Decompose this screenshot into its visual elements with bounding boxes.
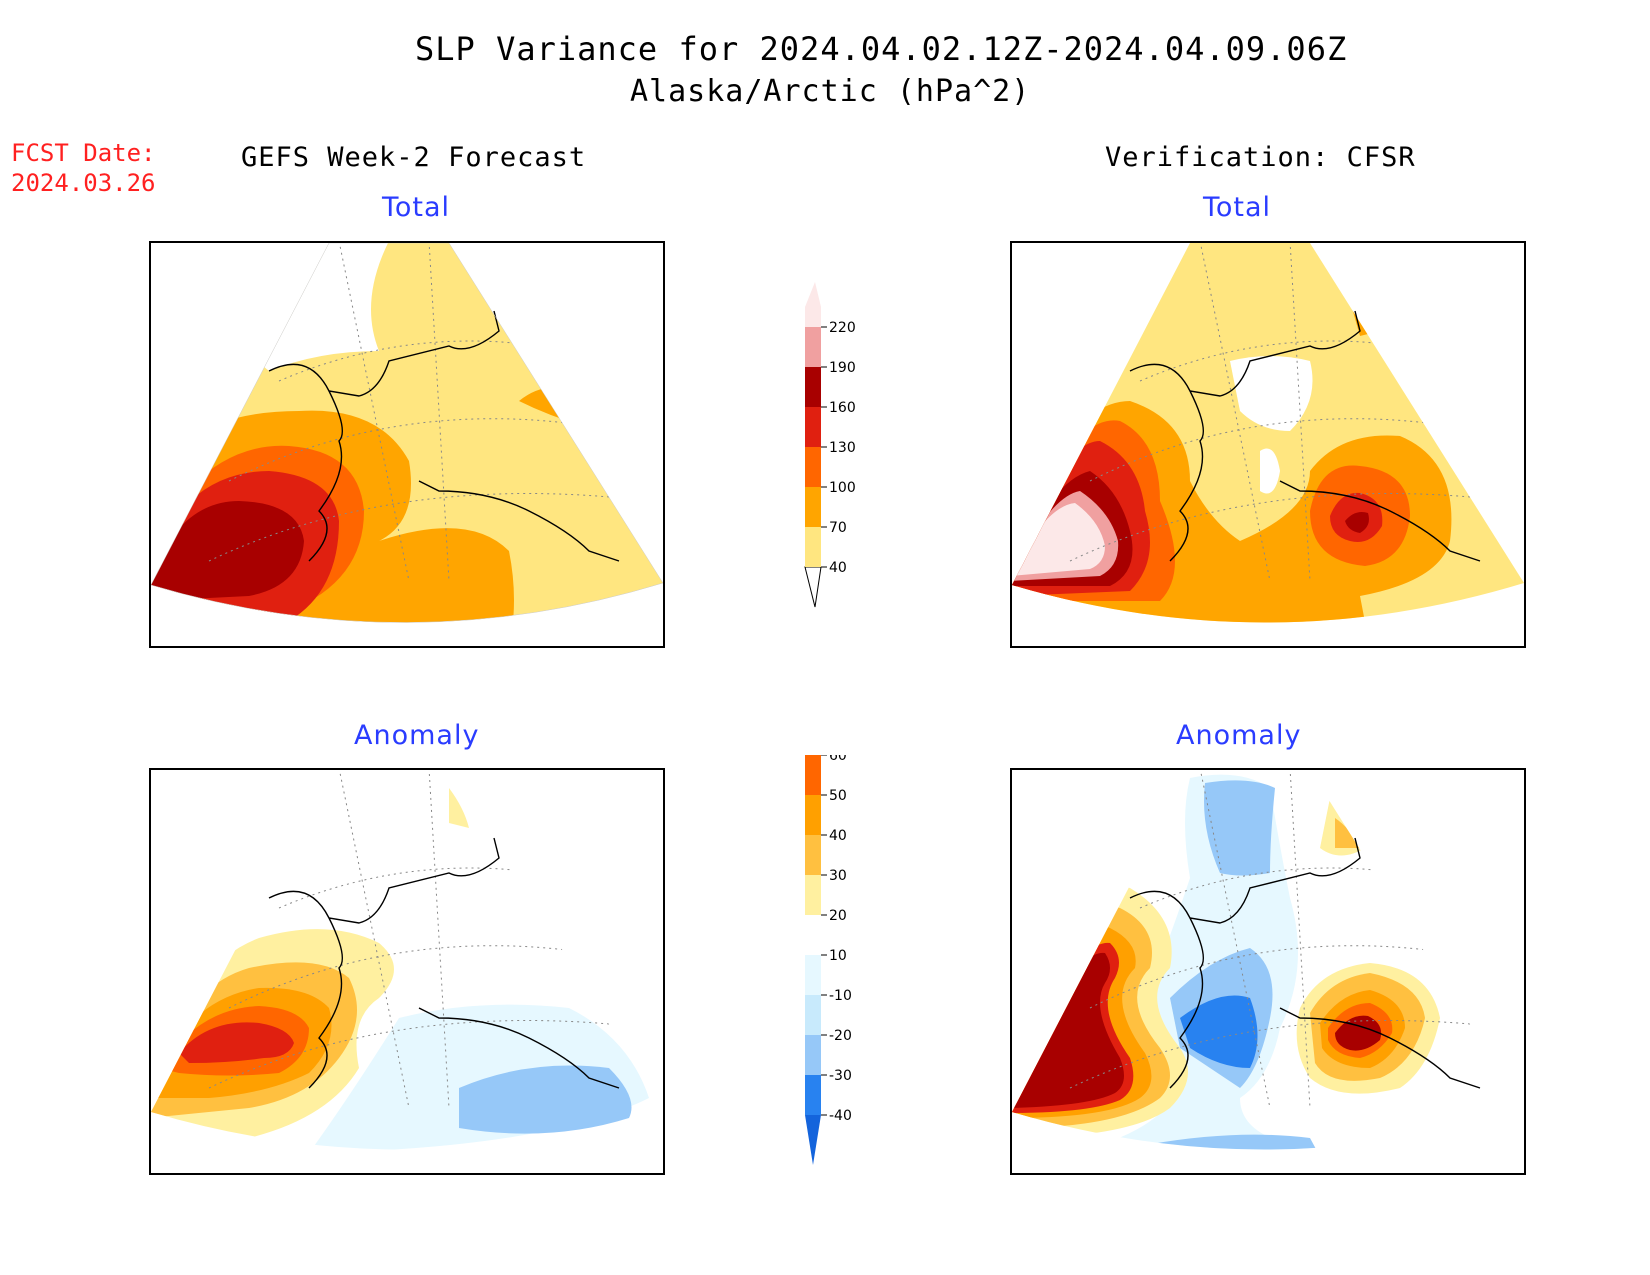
anomaly-colorbar-label: -40 [829, 1108, 852, 1124]
fcst-date-value: 2024.03.26 [11, 169, 156, 197]
anomaly-colorbar-bin [805, 795, 821, 835]
verification-anomaly-map [1010, 768, 1526, 1175]
anomaly-colorbar-label: -30 [829, 1068, 852, 1084]
anomaly-colorbar-label: 40 [829, 828, 847, 844]
anomaly-colorbar-label: 30 [829, 868, 847, 884]
verification-anomaly-title: Anomaly [1176, 720, 1302, 751]
total-colorbar-bin [805, 407, 821, 447]
anomaly-colorbar-label: -10 [829, 988, 852, 1004]
total-colorbar-bin [805, 527, 821, 567]
total-colorbar: 40 70 100 130 160 190 220 [795, 282, 875, 616]
total-colorbar-label: 100 [829, 480, 856, 496]
total-colorbar-label: 220 [829, 320, 856, 336]
total-colorbar-label: 160 [829, 400, 856, 416]
anomaly-colorbar-bin [805, 1035, 821, 1075]
forecast-anomaly-map [149, 768, 665, 1175]
total-colorbar-bin [805, 447, 821, 487]
verification-column-title: Verification: CFSR [1105, 142, 1416, 173]
total-colorbar-bin [805, 327, 821, 367]
forecast-column-title: GEFS Week-2 Forecast [241, 142, 587, 173]
anomaly-colorbar-bin [805, 1115, 821, 1165]
forecast-anomaly-title: Anomaly [354, 720, 480, 751]
total-colorbar-label: 40 [829, 560, 847, 576]
total-colorbar-label: 190 [829, 360, 856, 376]
anomaly-colorbar: -40 -30 -20 -10 10 20 30 40 50 60 [795, 677, 875, 1209]
anomaly-colorbar-label: 20 [829, 908, 847, 924]
anomaly-colorbar-label: 60 [829, 755, 847, 764]
anomaly-colorbar-bin [805, 1075, 821, 1115]
total-colorbar-label: 130 [829, 440, 856, 456]
verification-total-title: Total [1203, 192, 1272, 223]
anomaly-colorbar-bin [805, 835, 821, 875]
anomaly-colorbar-bin [805, 875, 821, 915]
anomaly-colorbar-label: 50 [829, 788, 847, 804]
anomaly-colorbar-bin [805, 915, 821, 955]
total-colorbar-bin [805, 282, 821, 327]
anomaly-colorbar-bin [805, 955, 821, 995]
total-colorbar-low-tail [804, 566, 822, 608]
anomaly-colorbar-bin [805, 995, 821, 1035]
fcst-date-label: FCST Date: [11, 139, 156, 167]
forecast-total-title: Total [382, 192, 451, 223]
verification-total-map [1010, 241, 1526, 648]
total-colorbar-label: 70 [829, 520, 847, 536]
page-subtitle: Alaska/Arctic (hPa^2) [630, 74, 1031, 109]
page-title: SLP Variance for 2024.04.02.12Z-2024.04.… [415, 30, 1348, 68]
anomaly-colorbar-label: 10 [829, 948, 847, 964]
total-colorbar-bin [805, 487, 821, 527]
anomaly-colorbar-label: -20 [829, 1028, 852, 1044]
forecast-total-map [149, 241, 665, 648]
total-colorbar-bin [805, 367, 821, 407]
anomaly-colorbar-bin [805, 755, 821, 795]
